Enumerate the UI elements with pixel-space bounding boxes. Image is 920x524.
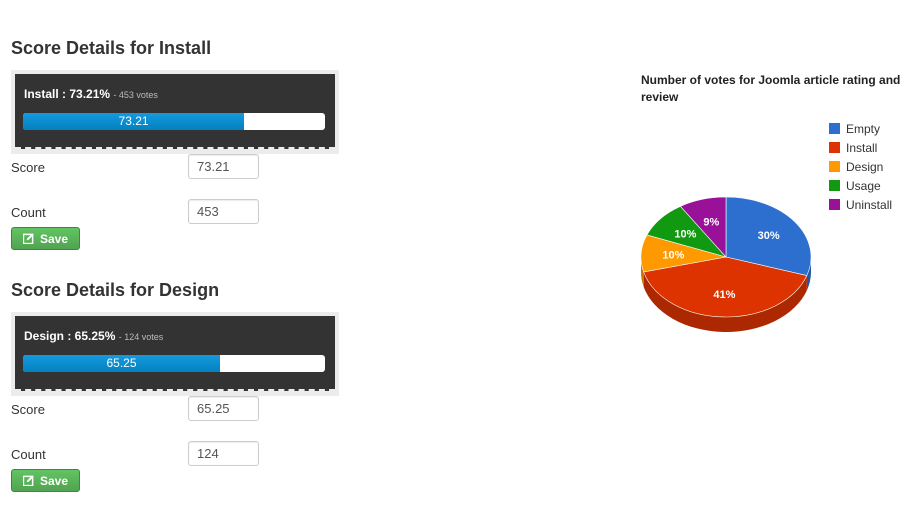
legend-swatch	[829, 161, 840, 172]
save-button-label: Save	[39, 473, 69, 488]
legend-label: Empty	[846, 121, 881, 136]
count-label: Count	[11, 447, 46, 462]
chart-title: Number of votes for Joomla article ratin…	[641, 73, 901, 104]
progress-text: 73.21	[118, 114, 149, 128]
pie-data-label: 41%	[713, 289, 735, 301]
pie-slice-uninstall[interactable]	[679, 196, 727, 258]
score-section-install: Score Details for Install Install : 73.2…	[11, 38, 341, 254]
pie-data-label: 30%	[758, 230, 780, 242]
pie-slice-empty[interactable]	[725, 196, 812, 276]
legend-label: Usage	[846, 178, 881, 193]
progress-bar: 65.25	[23, 355, 325, 372]
progress-text: 65.25	[106, 356, 137, 370]
progress-fill	[23, 113, 245, 130]
section-title: Score Details for Install	[11, 38, 212, 58]
rating-panel: Install : 73.21% - 453 votes 73.21	[15, 74, 335, 149]
score-input[interactable]	[188, 396, 259, 421]
count-label: Count	[11, 205, 46, 220]
rating-header: Install : 73.21% - 453 votes	[24, 87, 158, 101]
legend-swatch	[829, 142, 840, 153]
rating-label: Design : 65.25%	[24, 329, 116, 343]
rating-box: Design : 65.25% - 124 votes 65.25	[11, 312, 339, 396]
edit-icon	[22, 475, 34, 486]
edit-icon	[22, 233, 34, 244]
pie-data-label: 9%	[703, 216, 719, 228]
legend-label: Uninstall	[846, 197, 893, 212]
rating-header: Design : 65.25% - 124 votes	[24, 329, 163, 343]
count-input[interactable]	[188, 199, 259, 224]
score-label: Score	[11, 160, 45, 175]
legend-item[interactable]: Empty	[829, 119, 892, 138]
rating-panel: Design : 65.25% - 124 votes 65.25	[15, 316, 335, 391]
chart-legend: Empty Install Design Usage Uninstall	[829, 119, 892, 214]
rating-label: Install : 73.21%	[24, 87, 111, 101]
progress-fill	[23, 355, 221, 372]
score-section-design: Score Details for Design Design : 65.25%…	[11, 280, 341, 496]
pie-data-label: 10%	[662, 250, 684, 262]
legend-item[interactable]: Design	[829, 157, 892, 176]
votes-count: - 453 votes	[113, 90, 158, 100]
score-label: Score	[11, 402, 45, 417]
count-input[interactable]	[188, 441, 259, 466]
save-button[interactable]: Save	[11, 469, 80, 492]
section-title: Score Details for Design	[11, 280, 220, 300]
rating-box: Install : 73.21% - 453 votes 73.21	[11, 70, 339, 154]
pie-slice-side	[806, 257, 811, 291]
pie-slice-install[interactable]	[643, 256, 808, 318]
pie-slice-side	[643, 271, 807, 332]
legend-swatch	[829, 180, 840, 191]
score-input[interactable]	[188, 154, 259, 179]
legend-swatch	[829, 123, 840, 134]
legend-swatch	[829, 199, 840, 210]
pie-chart: 30% 41% 10% 10% 9%	[640, 196, 812, 332]
legend-label: Design	[846, 159, 884, 174]
pie-slice-side	[641, 257, 644, 287]
pie-data-label: 10%	[674, 228, 696, 240]
save-button-label: Save	[39, 231, 69, 246]
legend-item[interactable]: Uninstall	[829, 195, 892, 214]
votes-count: - 124 votes	[118, 332, 164, 342]
legend-label: Install	[846, 140, 878, 155]
legend-item[interactable]: Install	[829, 138, 892, 157]
progress-bar: 73.21	[23, 113, 325, 130]
save-button[interactable]: Save	[11, 227, 80, 250]
legend-item[interactable]: Usage	[829, 176, 892, 195]
